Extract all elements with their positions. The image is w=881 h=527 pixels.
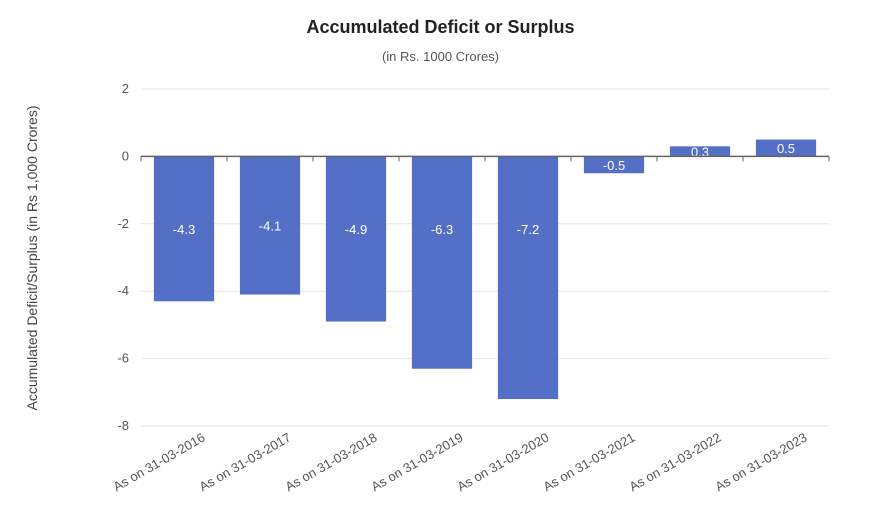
bar-data-label: -4.3 [173, 222, 195, 237]
y-tick-label: -2 [117, 216, 129, 231]
x-tick-label: As on 31-03-2017 [196, 430, 293, 495]
y-tick-label: -8 [117, 418, 129, 433]
x-tick-label: As on 31-03-2020 [454, 430, 551, 495]
bar[interactable] [497, 156, 559, 400]
bar[interactable] [153, 156, 215, 302]
bar[interactable] [325, 156, 387, 322]
bar-data-label: -0.5 [603, 158, 625, 173]
bar-data-label: 0.3 [691, 144, 709, 159]
chart-title: Accumulated Deficit or Surplus [306, 17, 575, 37]
x-tick-label: As on 31-03-2018 [282, 430, 379, 495]
bar-data-label: -4.9 [345, 222, 367, 237]
bar[interactable] [239, 156, 301, 295]
y-tick-label: -6 [117, 351, 129, 366]
y-tick-label: 0 [122, 148, 129, 163]
bar[interactable] [583, 156, 645, 174]
x-tick-label: As on 31-03-2022 [626, 430, 723, 495]
bar-data-label: -4.1 [259, 218, 281, 233]
x-tick-label: As on 31-03-2019 [368, 430, 465, 495]
y-tick-label: 2 [122, 81, 129, 96]
bar-data-label: 0.5 [777, 141, 795, 156]
bar[interactable] [669, 146, 731, 157]
x-tick-label: As on 31-03-2016 [110, 430, 207, 495]
x-tick-label: As on 31-03-2023 [712, 430, 809, 495]
bar[interactable] [411, 156, 473, 369]
bar[interactable] [755, 139, 817, 157]
y-tick-label: -4 [117, 283, 129, 298]
bar-data-label: -6.3 [431, 222, 453, 237]
chart-subtitle: (in Rs. 1000 Crores) [381, 49, 500, 64]
x-tick-label: As on 31-03-2021 [540, 430, 637, 495]
bar-data-label: -7.2 [517, 222, 539, 237]
y-axis-title: Accumulated Deficit/Surplus (in Rs 1,000… [24, 105, 40, 410]
